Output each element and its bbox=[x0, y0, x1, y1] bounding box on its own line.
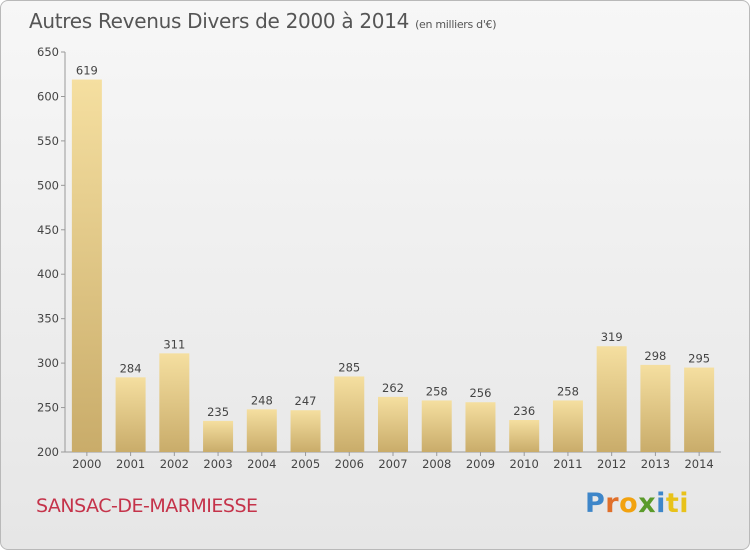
logo-letter: ti bbox=[665, 488, 690, 519]
data-label: 311 bbox=[163, 337, 185, 351]
data-label: 319 bbox=[601, 330, 623, 344]
logo-letter: x bbox=[638, 488, 657, 519]
bar bbox=[378, 396, 408, 452]
y-tick-label: 650 bbox=[37, 45, 59, 59]
chart-title-block: Autres Revenus Divers de 2000 à 2014 (en … bbox=[29, 9, 497, 33]
data-label: 284 bbox=[120, 361, 142, 375]
x-tick-label: 2005 bbox=[291, 457, 320, 471]
x-tick-label: 2003 bbox=[203, 457, 232, 471]
bar bbox=[640, 364, 671, 452]
logo-letter: i bbox=[656, 488, 666, 519]
data-label: 295 bbox=[688, 352, 710, 366]
bar bbox=[465, 402, 496, 452]
data-label: 285 bbox=[338, 360, 360, 374]
commune-name: SANSAC-DE-MARMIESSE bbox=[36, 495, 258, 517]
bar bbox=[115, 377, 146, 452]
data-label: 262 bbox=[382, 381, 404, 395]
data-label: 258 bbox=[557, 384, 579, 398]
logo-letter: o bbox=[619, 488, 639, 519]
x-tick-label: 2001 bbox=[116, 457, 145, 471]
x-tick-label: 2008 bbox=[422, 457, 451, 471]
bar bbox=[684, 367, 715, 452]
chart-title: Autres Revenus Divers de 2000 à 2014 bbox=[29, 9, 410, 33]
bar bbox=[334, 376, 365, 452]
y-tick-label: 300 bbox=[37, 356, 59, 370]
x-tick-label: 2006 bbox=[335, 457, 364, 471]
x-tick-label: 2009 bbox=[466, 457, 495, 471]
bar bbox=[71, 79, 102, 453]
x-tick-label: 2004 bbox=[247, 457, 276, 471]
x-tick-label: 2010 bbox=[510, 457, 539, 471]
bar bbox=[552, 400, 583, 452]
y-tick-label: 450 bbox=[37, 223, 59, 237]
bar bbox=[509, 420, 540, 452]
bar bbox=[203, 420, 234, 452]
y-tick-label: 350 bbox=[37, 312, 59, 326]
chart-subtitle: (en milliers d'€) bbox=[415, 18, 497, 31]
bar bbox=[421, 400, 452, 452]
bar bbox=[159, 353, 190, 452]
x-tick-label: 2007 bbox=[378, 457, 407, 471]
data-label: 235 bbox=[207, 405, 229, 419]
x-tick-label: 2012 bbox=[597, 457, 626, 471]
x-tick-label: 2002 bbox=[160, 457, 189, 471]
x-tick-label: 2013 bbox=[641, 457, 670, 471]
x-tick-label: 2014 bbox=[684, 457, 713, 471]
y-tick-label: 500 bbox=[37, 178, 59, 192]
y-tick-label: 250 bbox=[37, 401, 59, 415]
y-tick-label: 550 bbox=[37, 134, 59, 148]
proxiti-logo: Proxiti bbox=[585, 488, 689, 519]
x-tick-label: 2000 bbox=[72, 457, 101, 471]
data-label: 248 bbox=[251, 393, 273, 407]
data-label: 256 bbox=[469, 386, 491, 400]
logo-letter: P bbox=[585, 488, 606, 519]
data-label: 247 bbox=[295, 394, 317, 408]
logo-letter: r bbox=[605, 488, 620, 519]
y-tick-label: 600 bbox=[37, 89, 59, 103]
data-label: 298 bbox=[644, 349, 666, 363]
data-label: 619 bbox=[76, 64, 98, 78]
x-tick-label: 2011 bbox=[553, 457, 582, 471]
bar bbox=[290, 410, 321, 452]
y-tick-label: 400 bbox=[37, 267, 59, 281]
bar bbox=[596, 346, 627, 452]
data-label: 236 bbox=[513, 404, 535, 418]
y-tick-label: 200 bbox=[37, 445, 59, 459]
data-label: 258 bbox=[426, 384, 448, 398]
bar bbox=[246, 409, 277, 452]
